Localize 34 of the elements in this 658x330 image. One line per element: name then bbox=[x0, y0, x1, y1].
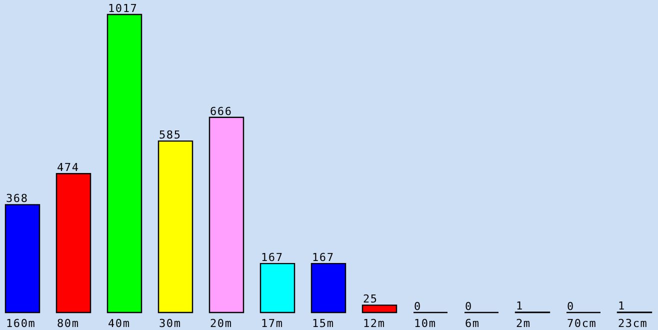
data-label: 666 bbox=[210, 104, 232, 118]
x-tick-label: 70cm bbox=[567, 317, 597, 330]
data-label: 368 bbox=[6, 192, 28, 206]
bar bbox=[260, 262, 296, 314]
data-label: 0 bbox=[465, 300, 472, 313]
data-label: 167 bbox=[261, 251, 284, 264]
x-tick-label: 15m bbox=[312, 317, 334, 330]
bar bbox=[208, 116, 244, 314]
x-tick-label: 80m bbox=[57, 317, 80, 330]
x-tick-label: 12m bbox=[363, 317, 386, 330]
data-label: 1017 bbox=[108, 2, 138, 15]
data-label: 585 bbox=[159, 128, 182, 142]
bar bbox=[310, 262, 346, 314]
data-label: 1 bbox=[516, 300, 524, 313]
x-tick-label: 20m bbox=[210, 317, 232, 330]
x-tick-label: 10m bbox=[414, 317, 436, 330]
x-tick-label: 23cm bbox=[618, 317, 648, 330]
data-label: 167 bbox=[312, 251, 334, 264]
bar bbox=[158, 140, 194, 314]
x-tick-label: 40m bbox=[108, 317, 130, 330]
bar bbox=[362, 304, 398, 314]
data-label: 474 bbox=[57, 161, 80, 174]
data-label: 25 bbox=[363, 292, 378, 306]
bar bbox=[56, 173, 92, 314]
bar bbox=[106, 14, 142, 314]
x-tick-label: 30m bbox=[159, 317, 182, 330]
data-label: 1 bbox=[618, 300, 626, 313]
x-tick-label: 6m bbox=[465, 317, 480, 330]
data-label: 0 bbox=[414, 300, 422, 313]
data-label: 0 bbox=[567, 300, 574, 313]
x-tick-label: 17m bbox=[261, 317, 284, 330]
bar bbox=[4, 204, 40, 314]
x-tick-label: 2m bbox=[516, 317, 531, 330]
x-tick-label: 160m bbox=[6, 317, 36, 330]
